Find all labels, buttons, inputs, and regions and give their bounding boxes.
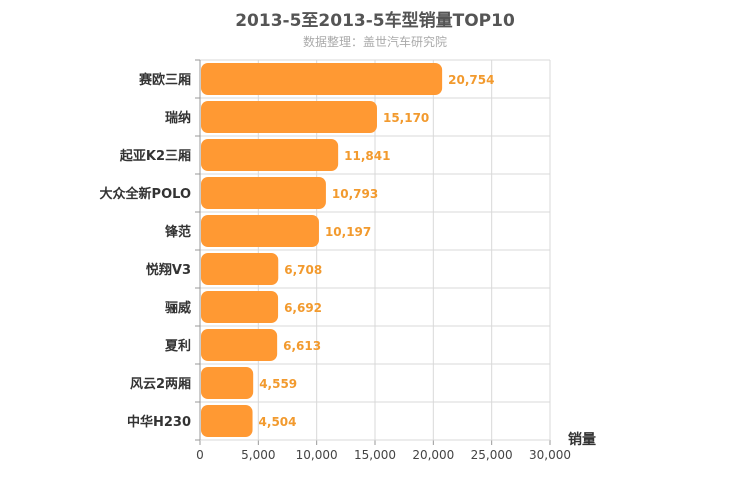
value-label: 10,793 <box>332 187 378 201</box>
x-axis-label: 销量 <box>568 431 596 448</box>
value-label: 10,197 <box>325 225 371 239</box>
grid-lines <box>195 59 551 445</box>
category-label: 赛欧三厢 <box>138 72 191 88</box>
category-label: 锋范 <box>165 224 191 240</box>
bar <box>201 63 443 95</box>
value-label: 6,692 <box>284 301 322 315</box>
value-label: 15,170 <box>383 111 429 125</box>
x-tick-label: 20,000 <box>412 448 454 462</box>
category-label: 夏利 <box>164 338 191 354</box>
value-label: 6,613 <box>283 339 321 353</box>
category-label: 大众全新POLO <box>100 186 191 202</box>
bar <box>201 253 279 285</box>
x-tick-label: 10,000 <box>296 448 338 462</box>
bars: 20,754 15,170 11,841 10,793 10,197 6,708 6,692… <box>201 63 494 437</box>
category-label: 中华H230 <box>127 414 191 430</box>
x-tick-label: 25,000 <box>471 448 513 462</box>
bar <box>201 329 278 361</box>
category-label: 悦翔V3 <box>146 262 191 278</box>
bar <box>201 291 279 323</box>
category-label: 瑞纳 <box>165 110 191 126</box>
x-tick-labels: 0 5,000 10,000 15,000 20,000 25,000 30,000 <box>196 448 571 462</box>
value-label: 11,841 <box>344 149 390 163</box>
category-label: 风云2两厢 <box>130 377 191 392</box>
x-tick-label: 15,000 <box>354 448 396 462</box>
bar <box>201 101 377 133</box>
x-tick-label: 30,000 <box>529 448 571 462</box>
x-tick-label: 5,000 <box>241 448 275 462</box>
chart-subtitle: 数据整理：盖世汽车研究院 <box>302 35 447 49</box>
bar <box>201 367 254 399</box>
category-label: 起亚K2三厢 <box>119 148 191 164</box>
category-label: 骊威 <box>165 300 191 316</box>
bar <box>201 139 339 171</box>
bar <box>201 405 253 437</box>
bar <box>201 177 326 209</box>
value-label: 4,559 <box>259 377 297 391</box>
chart-title: 2013-5至2013-5车型销量TOP10 <box>235 11 515 31</box>
x-tick-label: 0 <box>196 448 204 462</box>
bar <box>201 215 319 247</box>
value-label: 6,708 <box>284 263 322 277</box>
value-label: 4,504 <box>259 415 297 429</box>
value-label: 20,754 <box>448 73 494 87</box>
